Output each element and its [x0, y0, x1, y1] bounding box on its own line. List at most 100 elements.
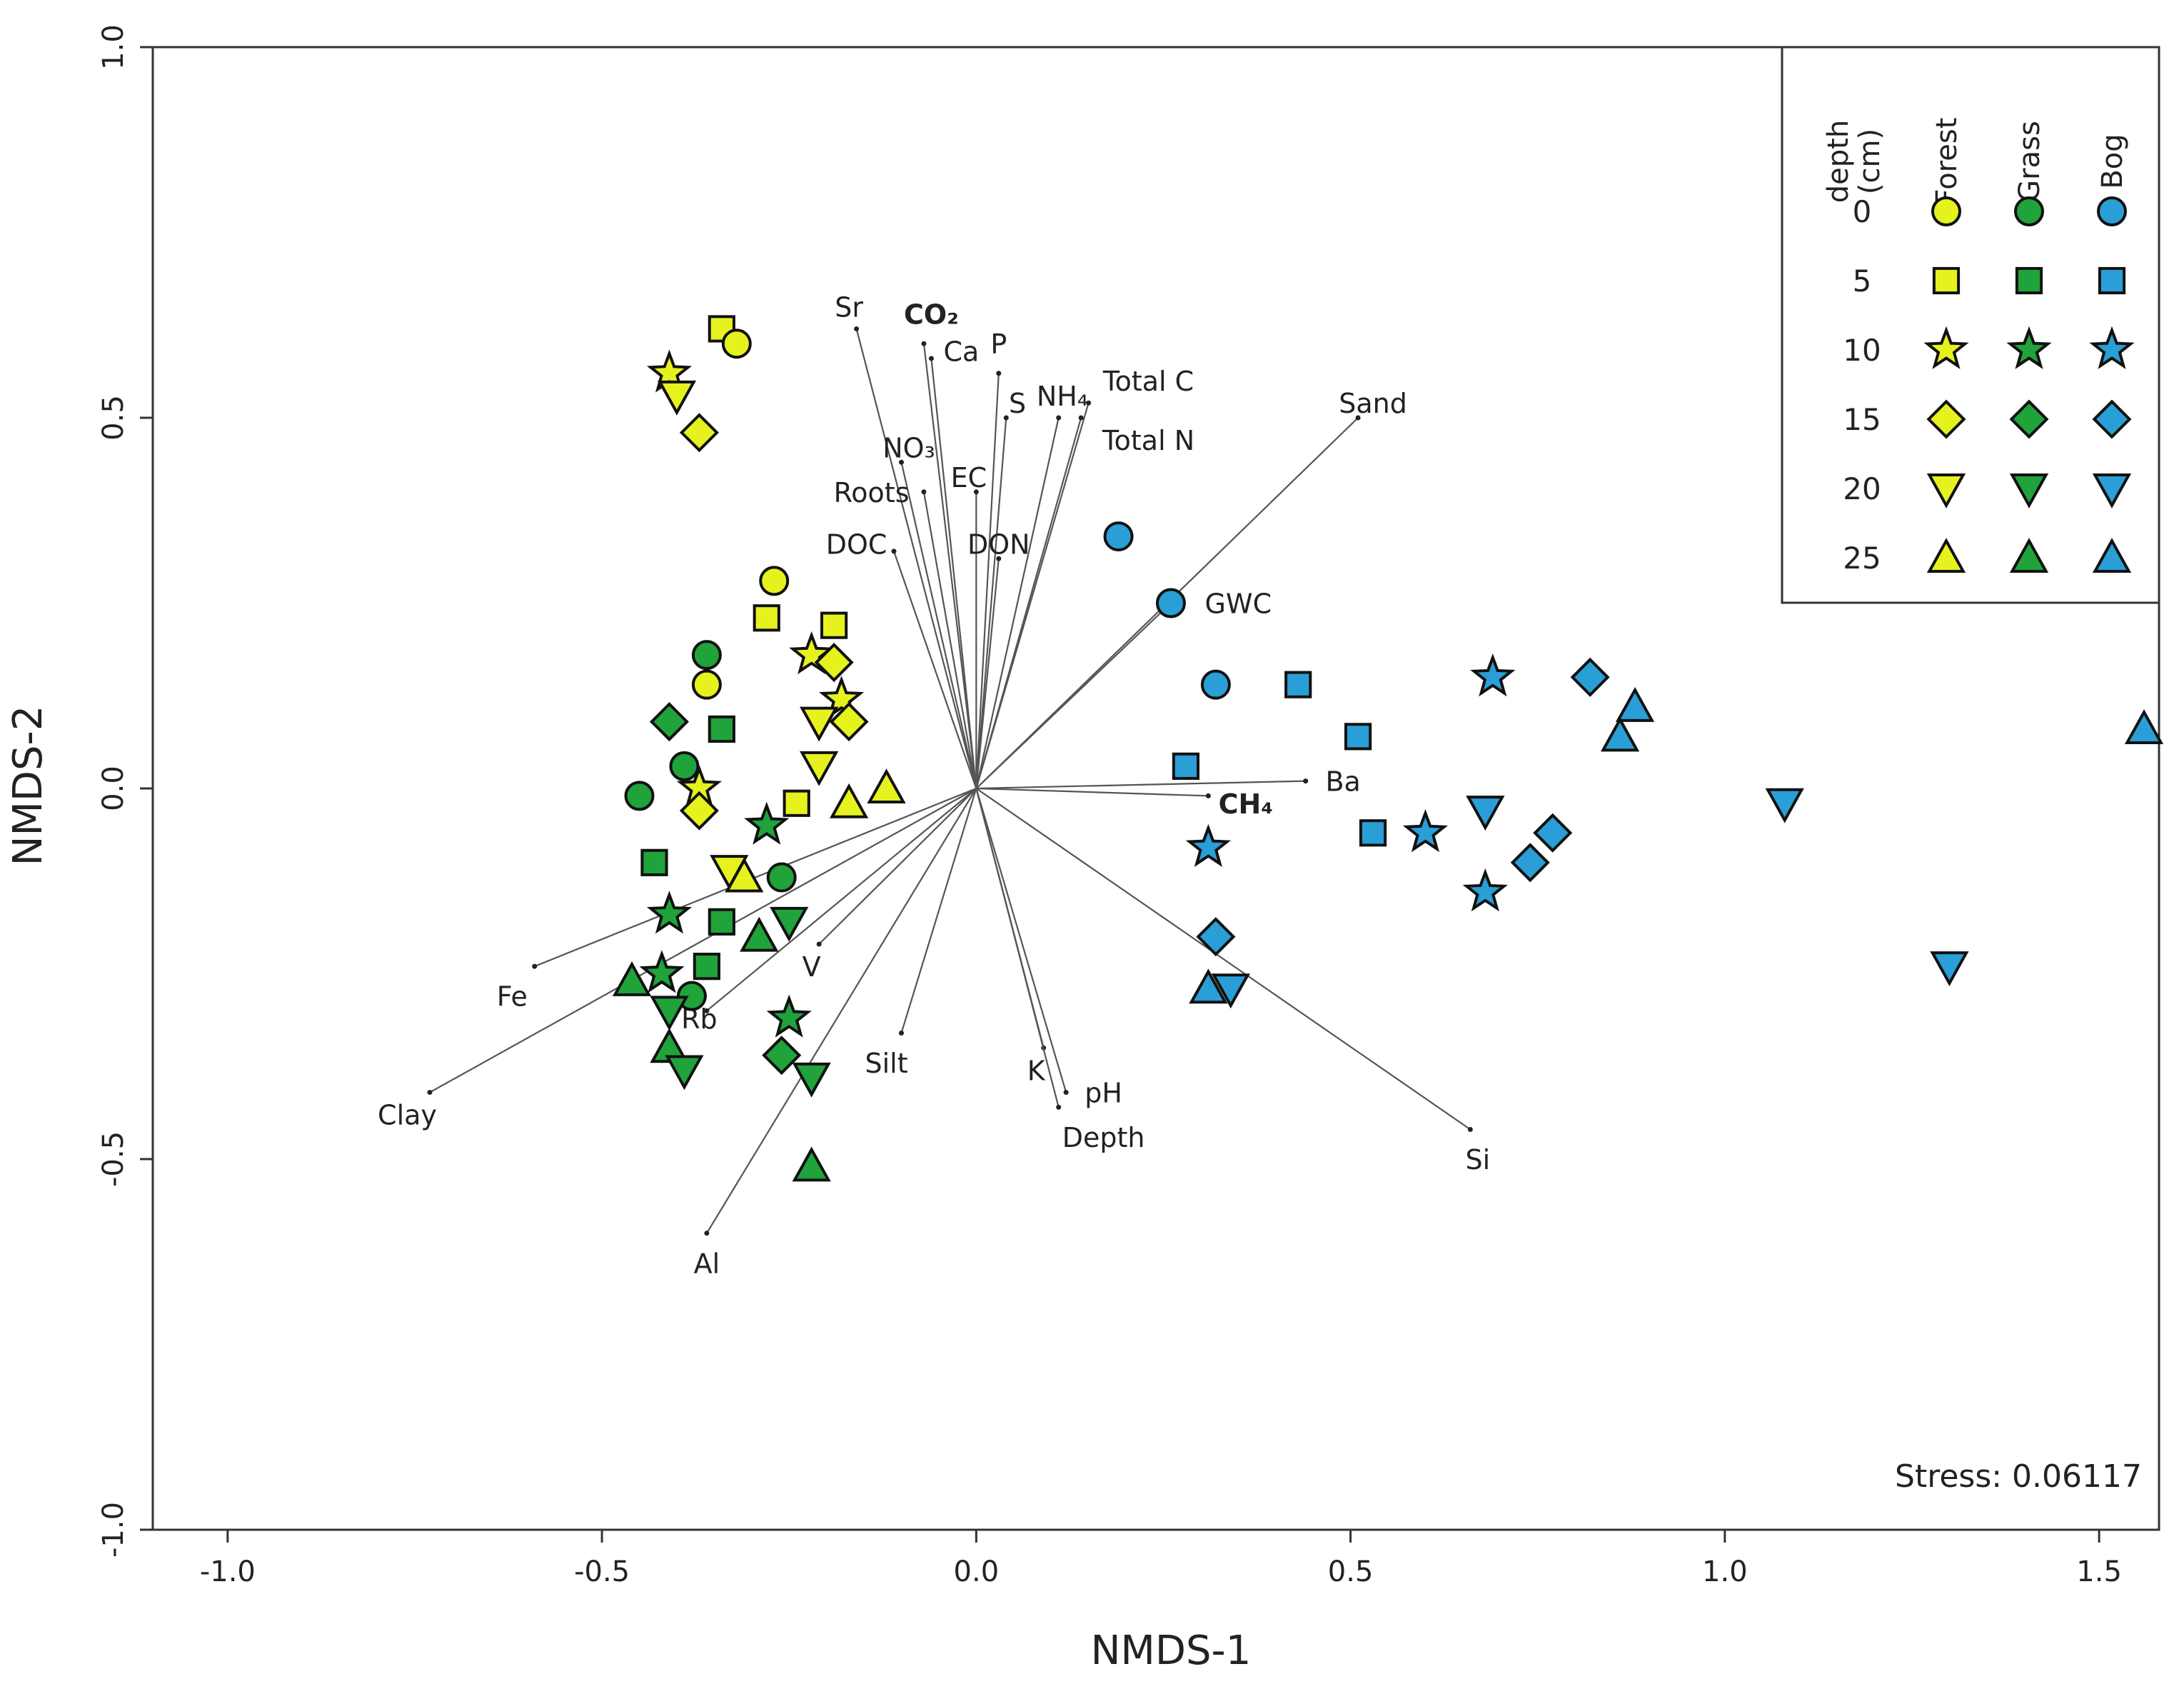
vector-tip — [1467, 1126, 1473, 1132]
legend-marker-grass-diamond — [2009, 399, 2049, 439]
vector-line — [975, 558, 1000, 789]
vector-line — [975, 788, 1471, 1131]
vector-label: Sr — [835, 291, 863, 323]
legend-marker-grass-triangle-down — [2009, 473, 2049, 508]
vector-label: Fe — [497, 981, 528, 1013]
legend-marker-bog-star — [2089, 326, 2135, 369]
point-bog-circle — [1200, 669, 1231, 700]
point-bog-triangle-down — [1211, 973, 1250, 1009]
vector-label: NH₄ — [1037, 381, 1088, 412]
point-grass-diamond — [649, 702, 689, 742]
vector-line — [975, 417, 1082, 789]
point-bog-triangle-up — [1600, 716, 1640, 752]
point-grass-triangle-down — [792, 1062, 831, 1098]
vector-tip — [532, 963, 538, 969]
point-bog-star — [1470, 653, 1516, 697]
point-grass-square — [708, 715, 735, 743]
legend-marker-forest-circle — [1931, 196, 1961, 226]
point-forest-triangle-down — [657, 380, 697, 416]
point-forest-triangle-down — [800, 751, 839, 786]
point-grass-triangle-up — [792, 1146, 831, 1182]
legend-depth-value: 5 — [1853, 264, 1872, 299]
point-forest-diamond — [829, 702, 869, 742]
point-bog-circle — [1103, 521, 1134, 552]
point-grass-star — [744, 801, 790, 845]
point-grass-square — [640, 848, 668, 876]
legend-depth-value: 0 — [1853, 194, 1872, 229]
point-bog-square — [1284, 671, 1312, 698]
point-bog-triangle-down — [1466, 796, 1505, 831]
legend-marker-forest-diamond — [1926, 399, 1966, 439]
vector-line — [975, 788, 1067, 1093]
vector-line — [534, 787, 977, 968]
x-tick-label: 1.0 — [1702, 1555, 1748, 1588]
vector-tip — [996, 556, 1002, 561]
axes: -1.0 -0.5 0.0 0.5 1.0 1.5 1.0 0.5 0.0 -0.5 -1.0 — [97, 24, 2122, 1588]
vector-tip — [1063, 1090, 1069, 1096]
vector-label: GWC — [1205, 588, 1272, 620]
legend-depth-unit: (cm) — [1853, 129, 1886, 194]
legend-marker-bog-triangle-up — [2092, 538, 2132, 573]
vector-line — [855, 329, 977, 789]
point-forest-circle — [721, 329, 752, 359]
vector-label: Si — [1466, 1144, 1491, 1176]
y-tick-label: 0.0 — [97, 766, 130, 811]
point-grass-circle — [691, 640, 722, 671]
vector-tip — [704, 1231, 710, 1236]
legend: depth(cm) Forest Grass Bog 0 5 10 15 20 25 — [1781, 46, 2160, 604]
vector-tip — [1205, 793, 1211, 798]
point-forest-circle — [691, 669, 722, 700]
point-forest-circle — [759, 566, 790, 596]
point-forest-triangle-up — [829, 783, 869, 818]
sample-points — [612, 315, 2164, 1182]
point-forest-triangle-up — [867, 768, 906, 803]
vector-label: Ca — [943, 336, 979, 368]
point-grass-star — [639, 950, 685, 993]
vector-line — [900, 462, 977, 789]
legend-marker-bog-square — [2098, 266, 2126, 295]
stress-label: Stress: 0.06117 — [1895, 1458, 2142, 1495]
vector-label: Sand — [1339, 388, 1407, 419]
vector-line — [900, 788, 977, 1033]
legend-box — [1781, 46, 2160, 604]
point-grass-diamond — [762, 1036, 802, 1076]
vector-line — [976, 780, 1306, 790]
point-forest-diamond — [814, 643, 854, 683]
vector-line — [930, 358, 977, 789]
point-bog-star — [1462, 868, 1508, 912]
legend-marker-grass-star — [2006, 326, 2052, 369]
point-bog-square — [1344, 723, 1372, 751]
y-tick-label: 1.0 — [97, 24, 130, 70]
point-forest-square — [782, 789, 810, 817]
x-tick-label: 0.0 — [954, 1555, 1000, 1588]
vector-line — [975, 602, 1172, 789]
point-grass-circle — [766, 862, 797, 893]
vector-label: Silt — [865, 1048, 907, 1079]
vector-label: EC — [951, 462, 987, 493]
x-tick-label: 0.5 — [1328, 1555, 1374, 1588]
vector-line — [705, 788, 977, 1234]
point-forest-square — [753, 604, 780, 632]
vector-label: Total C — [1102, 366, 1194, 397]
point-grass-circle — [624, 781, 655, 811]
vector-label: Ba — [1325, 766, 1360, 798]
vector-label: K — [1027, 1055, 1046, 1086]
legend-depth-value: 25 — [1843, 541, 1881, 576]
legend-marker-bog-circle — [2097, 196, 2127, 226]
vector-tip — [427, 1090, 433, 1096]
point-forest-diamond — [679, 413, 719, 453]
vector-tip — [1355, 415, 1361, 421]
vector-tip — [973, 489, 979, 495]
vector-label: S — [1009, 388, 1026, 419]
point-forest-star — [818, 676, 865, 719]
vector-tip — [891, 548, 897, 554]
legend-depth-value: 20 — [1843, 471, 1881, 506]
vector-label: Clay — [378, 1100, 437, 1131]
legend-marker-grass-square — [2015, 266, 2043, 295]
point-bog-triangle-down — [1930, 951, 1969, 986]
x-tick-label: -0.5 — [574, 1555, 630, 1588]
vector-tip — [704, 1008, 710, 1013]
vector-label: Total N — [1102, 425, 1194, 456]
vector-line — [429, 788, 977, 1093]
point-forest-square — [820, 611, 848, 639]
